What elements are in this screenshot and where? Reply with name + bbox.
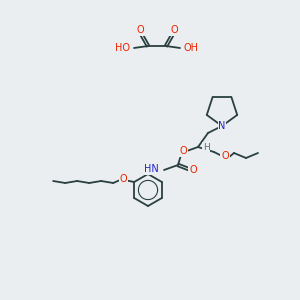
Text: HN: HN	[144, 164, 159, 174]
Text: HO: HO	[115, 43, 130, 53]
Text: O: O	[179, 146, 187, 156]
Text: H: H	[202, 142, 209, 152]
Text: N: N	[218, 121, 226, 131]
Text: O: O	[221, 151, 229, 161]
Text: O: O	[170, 25, 178, 35]
Text: O: O	[136, 25, 144, 35]
Text: OH: OH	[184, 43, 199, 53]
Text: O: O	[119, 174, 127, 184]
Text: O: O	[189, 165, 197, 175]
